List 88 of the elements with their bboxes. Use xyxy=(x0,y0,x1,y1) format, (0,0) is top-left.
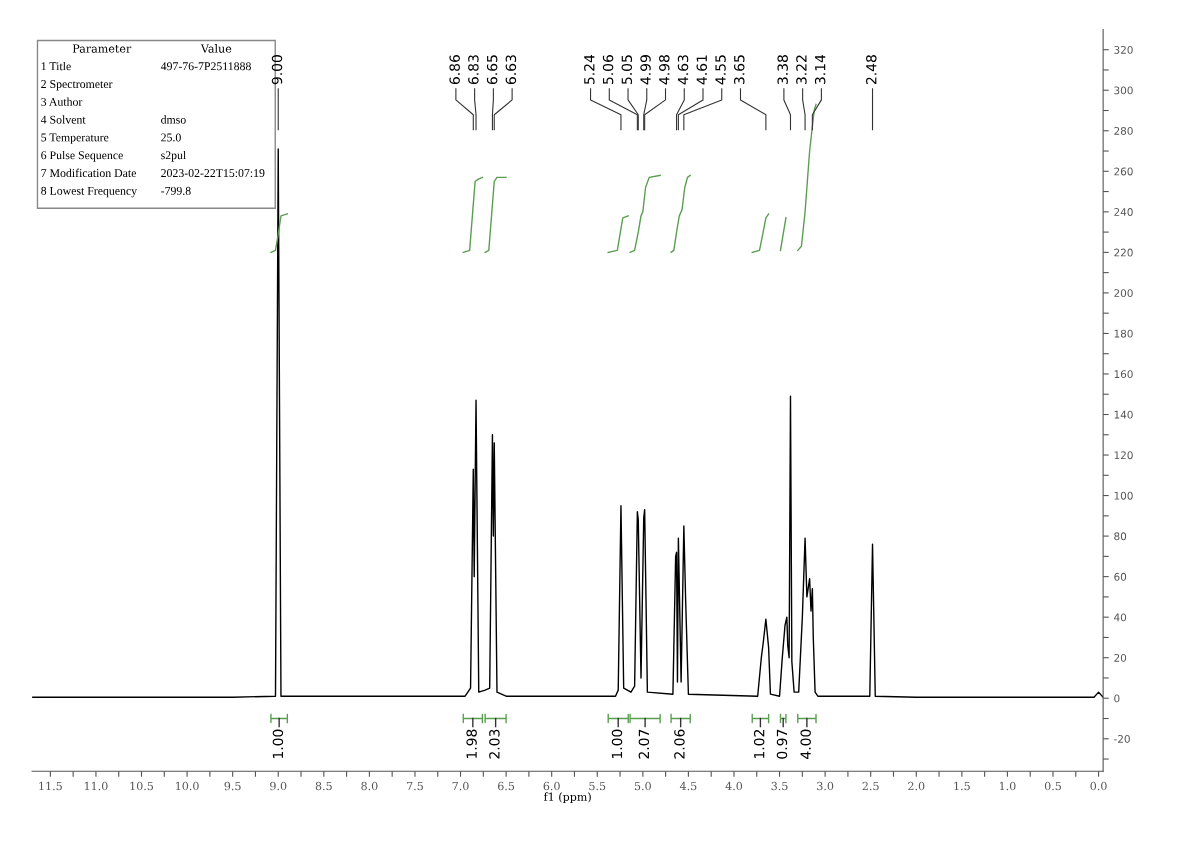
line-series xyxy=(462,176,484,254)
y-tick-label: 220 xyxy=(1114,248,1133,257)
x-tick-label: 7.0 xyxy=(452,781,469,791)
y-tick-label: 20 xyxy=(1114,653,1127,662)
line-series xyxy=(270,213,289,254)
annotation: 5.06 xyxy=(602,55,614,84)
y-tick-label: 320 xyxy=(1114,45,1133,54)
annotation: 4.98 xyxy=(659,55,670,85)
y-tick-label: 260 xyxy=(1114,167,1133,176)
annotation: 1.00 xyxy=(611,729,623,759)
line-series xyxy=(484,176,507,254)
annotation: 1.98 xyxy=(466,729,477,759)
annotation: 5.05 xyxy=(621,55,633,84)
x-tick-label: 4.0 xyxy=(725,781,743,791)
annotation: 1.00 xyxy=(272,729,284,759)
x-axis-title: f1 (ppm) xyxy=(543,792,591,804)
annotation: 2 Spectrometer xyxy=(41,80,113,91)
annotation: 2.48 xyxy=(866,55,877,85)
annotation: 6.83 xyxy=(468,55,479,85)
y-tick-label: 40 xyxy=(1114,613,1127,622)
x-tick-label: 9.5 xyxy=(224,781,241,791)
x-tick-label: 3.5 xyxy=(771,781,788,791)
x-tick-label: 7.5 xyxy=(407,781,423,791)
x-tick-label: 9.0 xyxy=(270,781,287,791)
text: 8 Lowest Frequency -799.8 xyxy=(41,186,191,198)
x-tick-label: 1.0 xyxy=(999,781,1016,791)
annotation: 6.86 xyxy=(449,55,460,85)
text: 1 Title 497-76-7P2511888 xyxy=(41,61,251,71)
y-tick-label: 300 xyxy=(1114,86,1133,95)
x-tick-label: 6.0 xyxy=(543,781,560,791)
text: 5 Temperature 25.0 xyxy=(41,133,181,144)
y-tick-label: 60 xyxy=(1114,572,1127,581)
line-series xyxy=(32,148,1104,698)
text: 6 Pulse Sequence s2pul xyxy=(41,150,186,162)
y-tick-label: -20 xyxy=(1114,735,1130,743)
x-tick-label: 10.0 xyxy=(176,781,199,791)
annotation: 3.65 xyxy=(734,55,745,85)
line-series xyxy=(629,174,661,254)
x-tick-label: 0.0 xyxy=(1090,781,1107,791)
x-tick-label: 1.5 xyxy=(954,781,970,791)
annotation: 3.38 xyxy=(777,55,788,85)
y-tick-label: 100 xyxy=(1114,491,1133,500)
annotation: 4.00 xyxy=(800,729,811,759)
y-tick-label: 240 xyxy=(1114,208,1133,216)
text: 7 Modification Date 2023-02-22T15:07:19 xyxy=(41,168,265,178)
y-tick-label: 80 xyxy=(1114,532,1127,541)
annotation: 2.07 xyxy=(638,729,650,759)
x-tick-label: 10.5 xyxy=(130,781,154,791)
x-tick-label: 3.0 xyxy=(817,781,834,791)
annotation: 2.03 xyxy=(489,729,500,759)
annotation: 4.61 xyxy=(696,55,708,85)
y-tick-label: 140 xyxy=(1114,410,1133,419)
x-tick-label: 5.5 xyxy=(589,781,606,791)
annotation: 5.24 xyxy=(584,54,595,84)
line-series xyxy=(797,103,817,252)
annotation: 3.14 xyxy=(814,54,826,85)
text: Parameter Value xyxy=(72,44,232,53)
y-tick-label: 280 xyxy=(1114,126,1133,135)
x-tick-label: 2.0 xyxy=(908,781,925,791)
y-tick-label: 0 xyxy=(1114,694,1120,703)
x-tick-label: 2.5 xyxy=(862,781,879,791)
y-tick-label: 160 xyxy=(1114,370,1133,379)
annotation: 6.63 xyxy=(505,55,517,85)
x-tick-label: 11.0 xyxy=(84,781,108,791)
annotation: 2.06 xyxy=(674,729,685,759)
x-tick-label: 8.5 xyxy=(315,781,332,791)
y-tick-label: 200 xyxy=(1114,289,1133,298)
line-series xyxy=(670,174,691,254)
x-tick-label: 5.0 xyxy=(634,781,651,791)
annotation: 4.63 xyxy=(677,55,689,85)
x-tick-label: 4.5 xyxy=(679,781,697,791)
line-series xyxy=(607,215,629,254)
annotation: 6.65 xyxy=(486,55,498,85)
annotation: 3.22 xyxy=(796,55,807,85)
annotation: 0.97 xyxy=(776,729,788,759)
annotation: 3 Author xyxy=(41,97,83,106)
x-tick-label: 0.5 xyxy=(1044,781,1061,791)
x-tick-label: 8.0 xyxy=(361,781,378,791)
annotation: 1.02 xyxy=(753,730,765,759)
annotation: 9.00 xyxy=(271,55,283,85)
x-tick-label: 6.5 xyxy=(498,781,515,791)
y-tick-label: 180 xyxy=(1114,329,1133,338)
text: 4 Solvent dmso xyxy=(40,115,186,124)
y-tick-label: 120 xyxy=(1114,451,1133,460)
line-series xyxy=(751,213,770,254)
annotation: 4.55 xyxy=(715,55,726,85)
annotation: 4.99 xyxy=(640,55,651,85)
x-tick-label: 11.5 xyxy=(39,781,62,791)
